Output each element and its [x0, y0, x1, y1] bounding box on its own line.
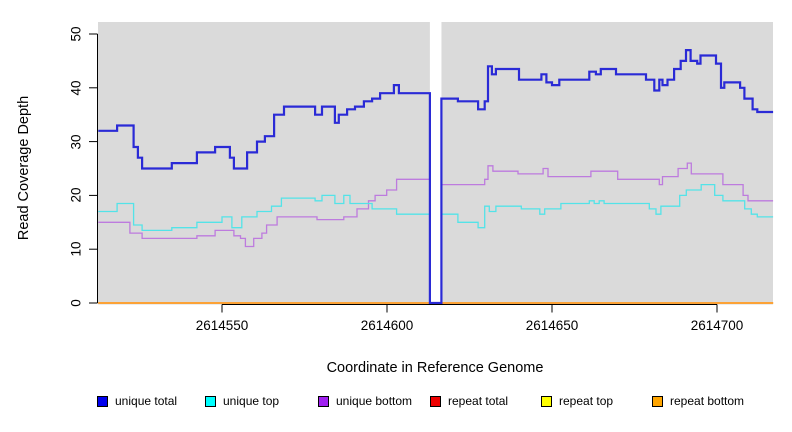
y-tick-label: 40: [68, 80, 84, 96]
legend-swatch-icon: [97, 395, 108, 407]
no-data-gap: [429, 22, 442, 305]
y-tick-label: 0: [68, 299, 84, 307]
y-axis-title: Read Coverage Depth: [16, 95, 32, 241]
legend-item-repeat-total: repeat total: [430, 394, 508, 408]
x-tick-label: 2614600: [360, 318, 414, 333]
y-tick-label: 20: [68, 187, 84, 203]
legend-swatch-icon: [318, 395, 329, 407]
legend-swatch-icon: [541, 395, 552, 407]
series-line-unique-top: [98, 183, 774, 304]
y-tick-label: 10: [68, 241, 84, 257]
legend-item-repeat-bottom: repeat bottom: [652, 394, 744, 408]
legend-item-unique-total: unique total: [97, 394, 177, 408]
legend-label: unique top: [223, 394, 280, 408]
x-axis-title: Coordinate in Reference Genome: [326, 360, 544, 376]
legend-label: repeat bottom: [670, 394, 745, 408]
legend-item-repeat-top: repeat top: [541, 394, 613, 408]
legend-label: repeat total: [448, 394, 509, 408]
y-tick-label: 30: [68, 134, 84, 150]
x-tick-label: 2614700: [690, 318, 744, 333]
legend-label: repeat top: [559, 394, 614, 408]
legend-swatch-icon: [430, 395, 441, 407]
series-line-unique-total: [98, 49, 774, 305]
legend-item-unique-top: unique top: [205, 394, 279, 408]
y-tick-label: 50: [68, 26, 84, 42]
x-tick-label: 2614650: [525, 318, 579, 333]
x-tick-label: 2614550: [195, 318, 249, 333]
legend-item-unique-bottom: unique bottom: [318, 394, 412, 408]
legend-swatch-icon: [652, 395, 663, 407]
legend: unique total unique top unique bottom repea…: [0, 394, 792, 410]
legend-label: unique total: [115, 394, 178, 408]
series-line-unique-bottom: [98, 162, 774, 304]
legend-swatch-icon: [205, 395, 216, 407]
legend-label: unique bottom: [336, 394, 413, 408]
